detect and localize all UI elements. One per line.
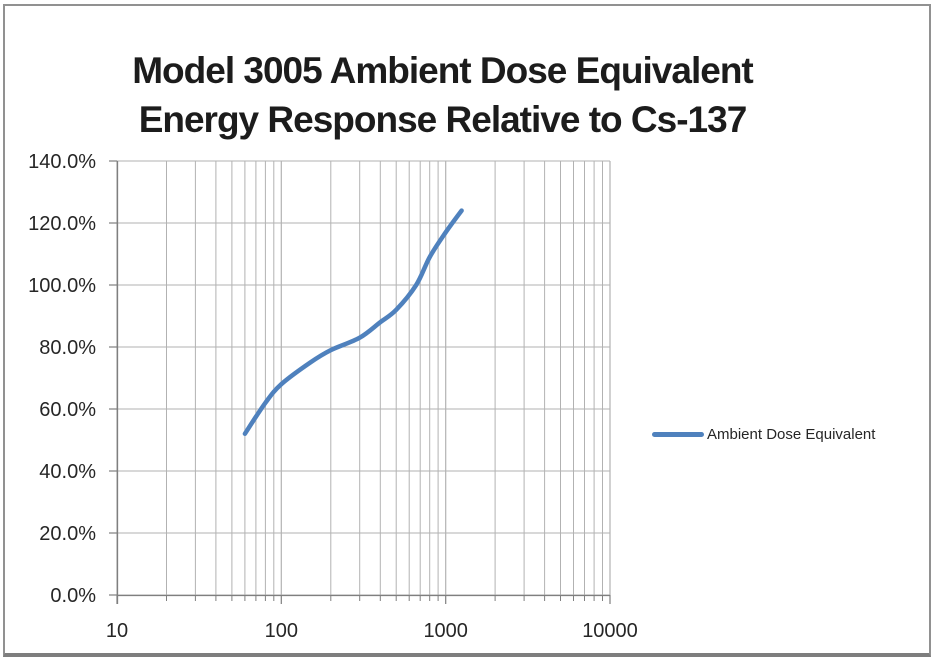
- y-tick-label: 20.0%: [39, 523, 96, 545]
- y-tick-label: 60.0%: [39, 399, 96, 421]
- x-tick-label: 10: [106, 620, 128, 642]
- x-tick-label: 1000: [423, 620, 468, 642]
- y-tick-label: 0.0%: [50, 585, 96, 607]
- chart-title-line2: Energy Response Relative to Cs-137: [138, 99, 748, 140]
- chart-title: Model 3005 Ambient Dose Equivalent Energ…: [40, 46, 845, 144]
- series-line: [242, 208, 464, 437]
- chart-title-line1: Model 3005 Ambient Dose Equivalent: [132, 50, 754, 91]
- legend: Ambient Dose Equivalent: [652, 426, 875, 443]
- x-tick-label: 10000: [582, 620, 638, 642]
- y-tick-label: 100.0%: [28, 275, 96, 297]
- y-tick-label: 120.0%: [28, 213, 96, 235]
- y-tick-label: 140.0%: [28, 151, 96, 173]
- chart-frame: [3, 4, 931, 657]
- x-tick-label: 100: [265, 620, 298, 642]
- y-tick-label: 40.0%: [39, 461, 96, 483]
- legend-line-swatch: [652, 432, 704, 437]
- legend-label: Ambient Dose Equivalent: [707, 426, 876, 443]
- y-tick-label: 80.0%: [39, 337, 96, 359]
